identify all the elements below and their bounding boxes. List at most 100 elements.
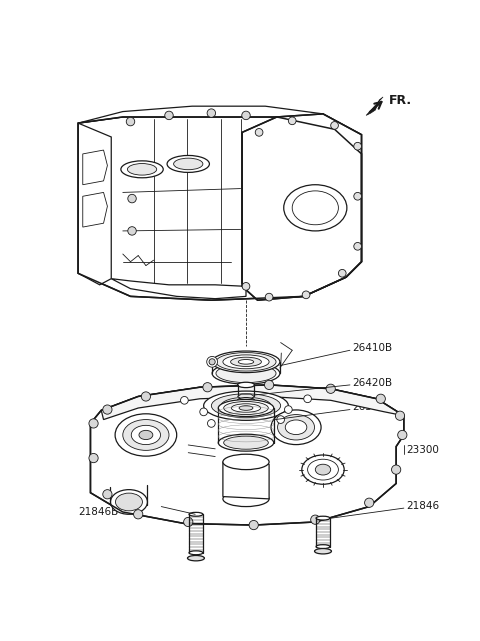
Circle shape <box>249 520 258 529</box>
Circle shape <box>209 359 215 365</box>
Circle shape <box>376 394 385 403</box>
Ellipse shape <box>223 355 269 369</box>
Ellipse shape <box>285 420 307 435</box>
Circle shape <box>242 283 250 290</box>
Ellipse shape <box>292 191 338 225</box>
Circle shape <box>133 510 143 519</box>
Ellipse shape <box>212 351 280 372</box>
Circle shape <box>398 430 407 440</box>
Ellipse shape <box>238 397 254 403</box>
Text: 21846B: 21846B <box>78 507 119 517</box>
Polygon shape <box>78 117 361 300</box>
Ellipse shape <box>238 382 254 388</box>
Circle shape <box>89 419 98 428</box>
Polygon shape <box>242 114 361 300</box>
Ellipse shape <box>216 353 276 371</box>
Text: 26410B: 26410B <box>352 343 392 353</box>
Circle shape <box>89 453 98 463</box>
Ellipse shape <box>204 391 288 420</box>
Ellipse shape <box>224 436 268 449</box>
Ellipse shape <box>218 399 274 417</box>
Circle shape <box>264 380 274 390</box>
Ellipse shape <box>316 516 330 520</box>
Text: 21846: 21846 <box>406 501 439 511</box>
Circle shape <box>242 111 250 120</box>
Ellipse shape <box>115 414 177 456</box>
Text: 26420B: 26420B <box>352 378 392 388</box>
Ellipse shape <box>221 397 271 414</box>
Polygon shape <box>78 123 111 285</box>
Ellipse shape <box>230 357 262 367</box>
Ellipse shape <box>239 403 253 408</box>
Ellipse shape <box>189 551 203 554</box>
Circle shape <box>285 406 292 413</box>
Ellipse shape <box>302 455 344 484</box>
Circle shape <box>103 490 112 499</box>
Circle shape <box>277 416 285 424</box>
Text: 23300: 23300 <box>406 445 439 455</box>
Circle shape <box>165 111 173 120</box>
Circle shape <box>354 142 361 150</box>
Circle shape <box>365 498 374 507</box>
Text: 26300: 26300 <box>352 403 385 412</box>
Circle shape <box>304 395 312 403</box>
Ellipse shape <box>167 156 209 172</box>
Ellipse shape <box>211 394 281 418</box>
Ellipse shape <box>230 401 262 411</box>
Ellipse shape <box>139 430 153 440</box>
Ellipse shape <box>116 493 143 511</box>
Ellipse shape <box>127 163 156 175</box>
Circle shape <box>396 411 405 420</box>
Polygon shape <box>101 385 404 420</box>
Circle shape <box>203 383 212 392</box>
Circle shape <box>354 242 361 250</box>
Circle shape <box>302 291 310 299</box>
Ellipse shape <box>231 404 261 412</box>
Ellipse shape <box>238 360 254 364</box>
Circle shape <box>331 122 338 129</box>
Circle shape <box>207 109 216 117</box>
Ellipse shape <box>223 491 269 506</box>
Ellipse shape <box>189 512 203 516</box>
Circle shape <box>311 515 320 524</box>
Circle shape <box>255 128 263 136</box>
Circle shape <box>354 192 361 200</box>
Ellipse shape <box>239 406 253 410</box>
Ellipse shape <box>110 490 147 514</box>
Circle shape <box>180 397 188 404</box>
Ellipse shape <box>121 161 163 178</box>
Ellipse shape <box>216 364 276 383</box>
Ellipse shape <box>131 426 160 445</box>
Circle shape <box>103 405 112 414</box>
Circle shape <box>288 117 296 124</box>
Circle shape <box>207 356 217 367</box>
Circle shape <box>200 408 207 416</box>
Polygon shape <box>223 462 269 499</box>
Circle shape <box>207 420 215 428</box>
Polygon shape <box>83 150 108 185</box>
Ellipse shape <box>224 401 268 415</box>
Polygon shape <box>238 394 254 399</box>
Ellipse shape <box>308 459 338 480</box>
Ellipse shape <box>314 549 332 554</box>
Ellipse shape <box>223 454 269 470</box>
Text: FR.: FR. <box>388 94 411 107</box>
Circle shape <box>128 227 136 235</box>
Ellipse shape <box>218 434 274 451</box>
Ellipse shape <box>212 363 280 384</box>
Polygon shape <box>111 279 246 299</box>
Ellipse shape <box>316 545 330 549</box>
Circle shape <box>184 517 193 527</box>
Polygon shape <box>78 106 361 154</box>
Circle shape <box>141 392 151 401</box>
Ellipse shape <box>188 556 204 561</box>
Ellipse shape <box>277 415 314 440</box>
Circle shape <box>338 269 346 277</box>
Polygon shape <box>83 192 108 227</box>
Circle shape <box>126 117 135 126</box>
Circle shape <box>128 194 136 203</box>
Circle shape <box>265 294 273 301</box>
Ellipse shape <box>271 410 321 445</box>
Ellipse shape <box>123 420 169 451</box>
Circle shape <box>392 465 401 474</box>
